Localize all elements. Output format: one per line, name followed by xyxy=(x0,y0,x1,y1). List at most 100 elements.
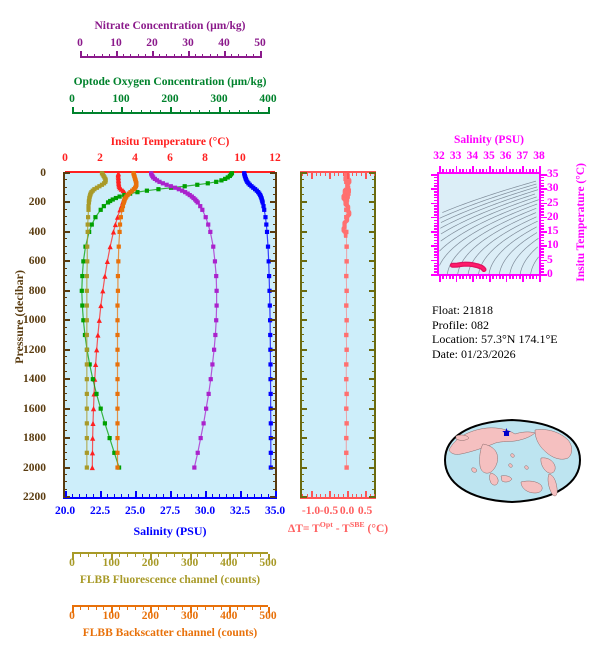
pressure-tick-mark xyxy=(273,444,277,446)
pressure-axis-ticklabels: 0 200 400 600 800 1000 1200 1400 1600 1800 2000 220… xyxy=(0,0,58,663)
dt-pressure-tick xyxy=(369,319,376,322)
salinity-tick-mark xyxy=(142,494,143,497)
dt-pressure-tick xyxy=(300,392,304,394)
oxygen-tick-3: 300 xyxy=(210,93,228,105)
salinity-tick-1: 22.5 xyxy=(89,505,111,517)
delta-temperature-panel[interactable] xyxy=(302,171,374,497)
marker-backscatter xyxy=(117,222,123,227)
pressure-tick-5: 1000 xyxy=(23,314,46,327)
temperature-tick-6: 12 xyxy=(269,152,281,164)
tick xyxy=(79,607,81,611)
ts-tick xyxy=(522,166,524,172)
tick xyxy=(236,554,238,558)
temperature-tick-1: 2 xyxy=(97,152,103,164)
marker-backscatter xyxy=(118,215,123,220)
isopycnal xyxy=(439,203,538,266)
ts-tick xyxy=(455,166,458,172)
ts-tick xyxy=(445,276,448,279)
ts-temperature-tick-4: 15 xyxy=(547,225,559,238)
ts-tick xyxy=(434,271,437,273)
salinity-tick-mark xyxy=(191,494,192,497)
ts-tick xyxy=(434,176,437,179)
ts-salinity-tick-6: 38 xyxy=(533,150,545,162)
tick xyxy=(179,110,181,114)
marker-salinity xyxy=(260,200,265,205)
dt-marker xyxy=(344,244,349,249)
ts-tick xyxy=(492,276,494,279)
dt-pressure-tick xyxy=(372,459,376,461)
map-marker-star xyxy=(502,428,511,436)
dt-pressure-tick xyxy=(300,466,307,469)
dt-tick-mark xyxy=(329,173,331,179)
ts-tick xyxy=(434,222,437,225)
tick xyxy=(111,607,114,613)
dt-pressure-tick xyxy=(300,179,304,181)
dt-marker xyxy=(344,273,349,279)
ts-tick xyxy=(434,199,437,202)
dt-pressure-tick xyxy=(300,473,304,475)
tick xyxy=(134,607,136,611)
backscatter-tick-1: 100 xyxy=(102,610,120,622)
world-map-inset[interactable] xyxy=(425,408,600,513)
ts-tick xyxy=(462,276,464,279)
salinity-tick-mark xyxy=(72,494,73,497)
tick xyxy=(126,607,128,611)
tick xyxy=(130,110,132,114)
fluorescence-tick-4: 400 xyxy=(220,557,238,569)
pressure-tick-mark xyxy=(270,289,277,292)
pressure-tick-mark xyxy=(63,275,67,277)
marker-nitrate xyxy=(206,222,211,227)
dt-pressure-tick xyxy=(300,407,307,410)
marker-fluorescence xyxy=(84,303,89,308)
marker-nitrate xyxy=(198,435,203,441)
ts-tick xyxy=(541,242,544,245)
salinity-tick-mark xyxy=(93,494,94,497)
tick xyxy=(166,554,168,558)
marker-backscatter xyxy=(121,200,126,205)
pressure-tick-mark xyxy=(273,297,277,299)
ts-tick xyxy=(479,276,481,279)
dt-pressure-tick xyxy=(369,407,376,410)
ts-tick xyxy=(434,219,437,222)
dt-pressure-tick xyxy=(300,334,304,335)
tick xyxy=(159,54,161,58)
salinity-tick-3: 27.5 xyxy=(159,505,181,517)
main-profile-plot[interactable] xyxy=(65,170,275,497)
ts-tick xyxy=(495,276,498,279)
marker-temperature xyxy=(104,258,110,264)
isopycnal xyxy=(446,207,537,274)
tick xyxy=(189,607,192,613)
tick xyxy=(95,607,97,611)
pressure-tick-mark xyxy=(63,437,70,440)
dt-tick-mark xyxy=(347,173,349,179)
ts-tick xyxy=(472,166,474,172)
marker-nitrate xyxy=(168,184,173,189)
metadata-date-value: 01/23/2026 xyxy=(461,346,516,361)
marker-nitrate xyxy=(183,190,188,195)
metadata-date-row: Date: 01/23/2026 xyxy=(432,347,558,362)
pressure-tick-mark xyxy=(63,496,70,498)
marker-backscatter xyxy=(120,207,125,212)
marker-oxygen xyxy=(98,207,103,212)
marker-fluorescence xyxy=(84,377,89,382)
ts-tick xyxy=(539,276,541,282)
backscatter-tick-0: 0 xyxy=(69,610,75,622)
fluorescence-axis-line xyxy=(72,552,270,560)
temperature-tick-3: 6 xyxy=(167,152,173,164)
dt-title-mid: - T xyxy=(332,523,350,535)
ts-tick xyxy=(475,169,478,172)
temperature-salinity-diagram[interactable] xyxy=(437,172,541,276)
tick xyxy=(260,51,262,58)
tick xyxy=(238,54,240,58)
marker-temperature xyxy=(100,288,106,294)
marker-fluorescence xyxy=(84,465,89,470)
dt-marker xyxy=(344,465,349,470)
marker-nitrate xyxy=(211,244,216,249)
dt-marker xyxy=(346,188,351,193)
dt-marker xyxy=(344,179,349,185)
tick xyxy=(142,554,144,558)
marker-oxygen xyxy=(214,179,219,184)
backscatter-tick-3: 300 xyxy=(180,610,199,622)
dt-title-sup-opt: Opt xyxy=(319,520,333,530)
ts-tick xyxy=(469,169,471,172)
